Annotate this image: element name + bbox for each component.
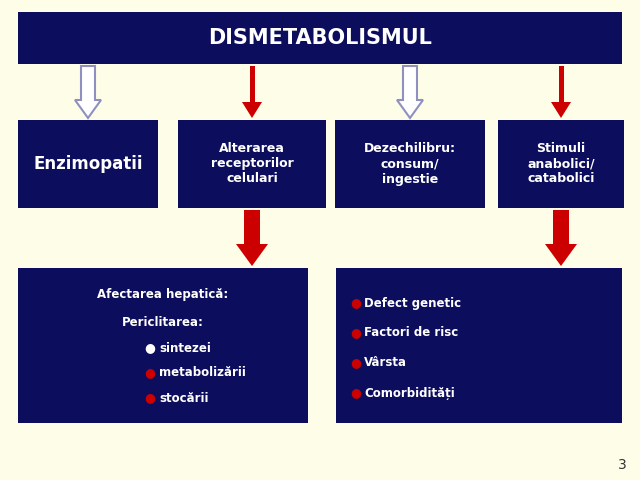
Text: ●: ●	[144, 341, 155, 355]
Text: Alterarea
receptorilor
celulari: Alterarea receptorilor celulari	[211, 143, 293, 185]
FancyBboxPatch shape	[559, 66, 563, 104]
Polygon shape	[551, 102, 571, 118]
Text: stocării: stocării	[159, 392, 209, 405]
Text: Dezechilibru:
consum/
ingestie: Dezechilibru: consum/ ingestie	[364, 143, 456, 185]
Text: Defect genetic: Defect genetic	[364, 297, 461, 310]
Text: ●: ●	[351, 297, 362, 310]
Text: Periclitarea:: Periclitarea:	[122, 316, 204, 329]
Text: 3: 3	[618, 458, 627, 472]
FancyBboxPatch shape	[18, 268, 308, 423]
FancyBboxPatch shape	[178, 120, 326, 208]
Text: ●: ●	[351, 386, 362, 399]
Polygon shape	[242, 102, 262, 118]
Text: ●: ●	[144, 392, 155, 405]
Text: ●: ●	[351, 357, 362, 370]
FancyBboxPatch shape	[335, 120, 485, 208]
Text: Afectarea hepatică:: Afectarea hepatică:	[97, 288, 228, 301]
Text: Comorbidități: Comorbidități	[364, 386, 455, 399]
FancyBboxPatch shape	[18, 120, 158, 208]
Text: Enzimopatii: Enzimopatii	[33, 155, 143, 173]
FancyBboxPatch shape	[18, 12, 622, 64]
FancyBboxPatch shape	[336, 268, 622, 423]
Text: Factori de risc: Factori de risc	[364, 326, 458, 339]
Text: DISMETABOLISMUL: DISMETABOLISMUL	[208, 28, 432, 48]
Text: Stimuli
anabolici/
catabolici: Stimuli anabolici/ catabolici	[527, 143, 595, 185]
Polygon shape	[75, 66, 101, 118]
Text: ●: ●	[144, 367, 155, 380]
Polygon shape	[236, 210, 268, 266]
Polygon shape	[545, 210, 577, 266]
FancyBboxPatch shape	[250, 66, 255, 104]
Text: sintezei: sintezei	[159, 341, 211, 355]
Text: Vârsta: Vârsta	[364, 357, 407, 370]
Polygon shape	[397, 66, 423, 118]
Text: ●: ●	[351, 326, 362, 339]
Text: metabolizării: metabolizării	[159, 367, 246, 380]
FancyBboxPatch shape	[498, 120, 624, 208]
